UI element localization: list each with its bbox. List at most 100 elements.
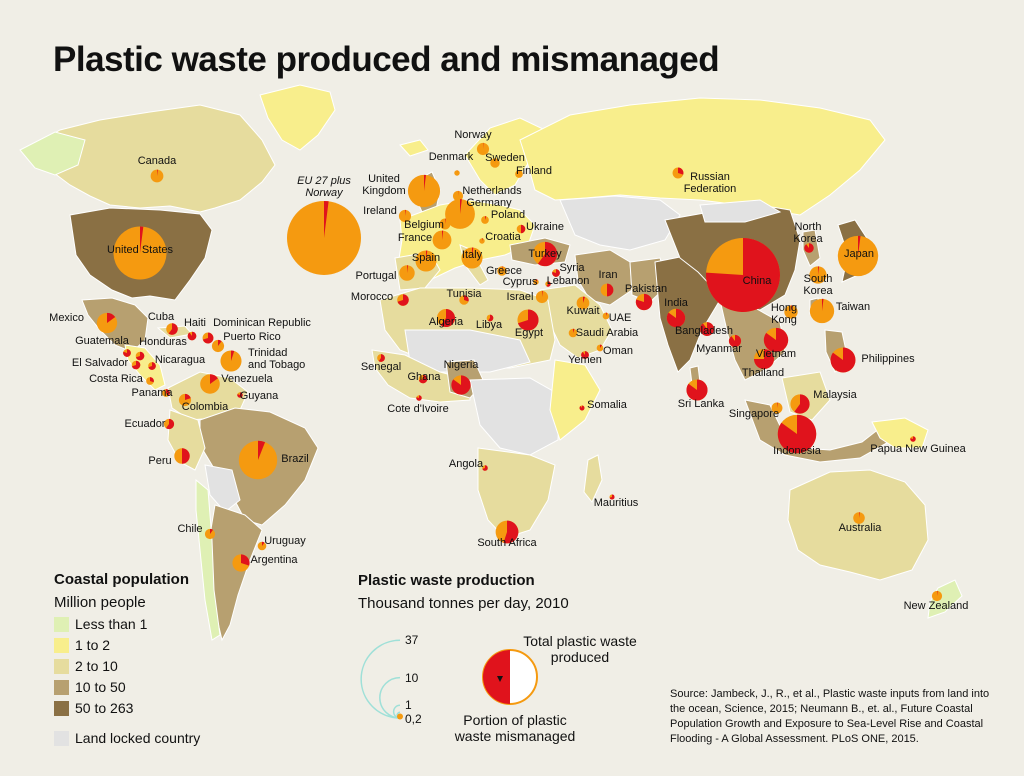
land-mongolia	[699, 199, 782, 223]
chart-title: Plastic waste produced and mismanaged	[53, 40, 720, 79]
pie-singapore	[771, 402, 783, 414]
label-cote-d-ivoire: Cote d'Ivoire	[387, 403, 448, 415]
pie-panama	[162, 389, 170, 397]
pie-netherlands	[452, 190, 464, 202]
pie-mismanaged	[258, 440, 266, 460]
pie-mismanaged	[148, 362, 156, 370]
label-saudi-arabia: Saudi Arabia	[576, 327, 639, 339]
pie-somalia	[579, 405, 585, 411]
label-cuba: Cuba	[148, 311, 175, 323]
pie-mismanaged	[581, 351, 589, 359]
pie-mismanaged	[728, 334, 742, 348]
label-eu-27-plus-norway: EU 27 plus Norway	[297, 175, 351, 199]
pie-nigeria	[451, 375, 471, 395]
pie-mismanaged	[552, 269, 560, 277]
pie-chile	[204, 528, 216, 540]
pie-taiwan	[809, 298, 835, 324]
pie-mismanaged	[607, 283, 614, 297]
pie-mismanaged	[858, 235, 861, 256]
pie-denmark	[454, 170, 460, 176]
pie-mismanaged	[407, 265, 408, 273]
pie-thailand	[754, 349, 774, 369]
pie-mismanaged	[426, 250, 428, 261]
pie-greece	[497, 266, 507, 276]
label-peru: Peru	[148, 455, 171, 467]
label-chile: Chile	[177, 523, 202, 535]
label-denmark: Denmark	[429, 151, 474, 163]
label-finland: Finland	[516, 165, 552, 177]
legend-mismanaged-label: Portion of plastic waste mismanaged	[454, 712, 576, 744]
legend-swatch	[54, 659, 69, 674]
label-italy: Italy	[462, 249, 483, 261]
label-pakistan: Pakistan	[625, 283, 667, 295]
label-sweden: Sweden	[485, 152, 525, 164]
pie-mismanaged	[830, 347, 856, 373]
land-central-asia	[559, 195, 681, 251]
pie-pakistan	[635, 293, 653, 311]
scale-arc	[360, 639, 401, 719]
source-note: Source: Jambeck, J., R., et al., Plastic…	[670, 688, 990, 745]
pie-mexico	[96, 312, 118, 334]
label-indonesia: Indonesia	[773, 445, 822, 457]
pie-mismanaged	[237, 392, 243, 398]
label-ireland: Ireland	[363, 205, 397, 217]
label-ghana: Ghana	[407, 371, 441, 383]
pie-mismanaged	[488, 314, 494, 322]
pie-new-zealand	[931, 590, 943, 602]
legend-pie-mismanaged	[483, 650, 510, 704]
pie-mismanaged	[210, 528, 213, 534]
pie-mismanaged	[804, 243, 814, 253]
pie-kuwait	[576, 296, 590, 310]
pie-mismanaged	[546, 281, 551, 287]
pie-mismanaged	[937, 590, 938, 596]
pie-mismanaged	[107, 312, 116, 323]
pie-myanmar	[728, 334, 742, 348]
pie-mismanaged	[791, 305, 792, 312]
pie-mismanaged	[609, 494, 615, 500]
pie-mismanaged	[485, 216, 487, 220]
pie-mismanaged	[460, 199, 462, 214]
label-nigeria: Nigeria	[444, 359, 480, 371]
legend-total-waste-label: Total plastic waste produced	[523, 633, 637, 665]
pie-italy	[461, 247, 483, 269]
label-germany: Germany	[466, 197, 512, 209]
label-honduras: Honduras	[139, 336, 187, 348]
pie-cuba	[166, 323, 178, 335]
pie-iran	[600, 283, 614, 297]
pie-mismanaged	[405, 209, 406, 216]
label-south-korea: South Korea	[803, 273, 833, 297]
pie-brazil	[238, 440, 278, 480]
land-alaska	[19, 131, 86, 176]
pie-saudi-arabia	[568, 328, 578, 338]
size-scale	[360, 639, 538, 720]
label-brazil: Brazil	[281, 453, 309, 465]
label-ecuador: Ecuador	[125, 418, 166, 430]
pie-mismanaged	[859, 512, 860, 518]
label-papua-new-guinea: Papua New Guinea	[870, 443, 966, 455]
label-venezuela: Venezuela	[221, 373, 273, 385]
pie-puerto-rico	[211, 339, 225, 353]
legend-swatch	[54, 680, 69, 695]
pie-united-kingdom	[407, 174, 441, 208]
land-madagascar	[583, 454, 603, 503]
label-libya: Libya	[476, 319, 503, 331]
pie-mismanaged	[210, 374, 218, 384]
land-canada	[24, 104, 276, 213]
pie-portugal	[399, 265, 415, 281]
pie-colombia	[178, 393, 192, 407]
label-guyana: Guyana	[240, 390, 279, 402]
label-somalia: Somalia	[587, 399, 628, 411]
label-canada: Canada	[138, 155, 177, 167]
scale-dot	[397, 713, 403, 720]
label-algeria: Algeria	[429, 316, 464, 328]
land-east-africa	[549, 359, 601, 441]
label-haiti: Haiti	[184, 317, 206, 329]
labels-layer: Canada United States EU 27 plus Norway Mexic…	[49, 129, 968, 612]
label-united-kingdom: United Kingdom	[362, 173, 405, 197]
label-philippines: Philippines	[861, 353, 915, 365]
label-guatemala: Guatemala	[75, 335, 130, 347]
pie-el-salvador	[131, 360, 141, 370]
label-el-salvador: El Salvador	[72, 357, 129, 369]
pie-mismanaged	[378, 354, 385, 362]
